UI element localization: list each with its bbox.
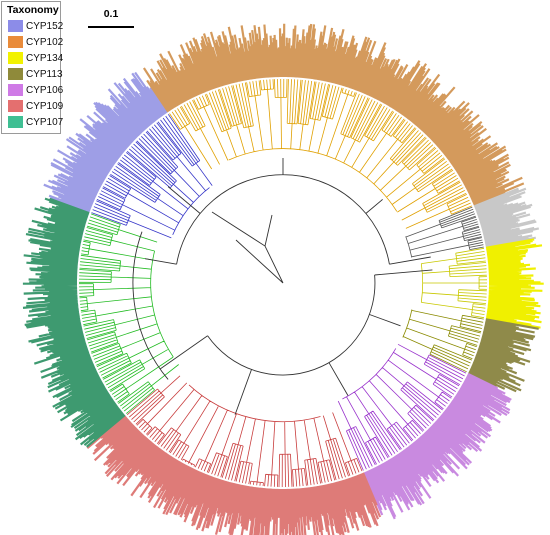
legend-item-cyp106: CYP106 bbox=[2, 82, 64, 98]
legend-swatch-cyp113 bbox=[8, 68, 23, 80]
taxonomy-legend: Taxonomy CYP152 CYP102 CYP134 CYP113 CYP… bbox=[1, 1, 64, 134]
clade-branches-cyp106 bbox=[337, 343, 467, 471]
scale-bar-label: 0.1 bbox=[103, 8, 119, 20]
legend-item-cyp109: CYP109 bbox=[2, 98, 64, 114]
clade-band-cyp106 bbox=[362, 372, 512, 520]
legend-swatch-cyp109 bbox=[8, 100, 23, 112]
tree-root-branches bbox=[132, 158, 433, 415]
scale-bar: 0.1 bbox=[88, 8, 134, 32]
clade-branches-cyp134 bbox=[420, 247, 488, 319]
legend-title: Taxonomy bbox=[7, 4, 59, 16]
legend-label-cyp152: CYP152 bbox=[26, 20, 64, 32]
legend-item-cyp152: CYP152 bbox=[2, 18, 64, 34]
clade-branches-cyp102 bbox=[169, 78, 473, 229]
legend-label-cyp107: CYP107 bbox=[26, 116, 64, 128]
legend-label-cyp113: CYP113 bbox=[26, 68, 63, 80]
legend-label-cyp106: CYP106 bbox=[26, 84, 64, 96]
clade-branches-cyp152 bbox=[91, 114, 213, 239]
clade-branches-cyp113 bbox=[402, 309, 484, 373]
legend-item-cyp113: CYP113 bbox=[2, 66, 63, 82]
scale-bar-line bbox=[88, 26, 134, 28]
legend-swatch-cyp107 bbox=[8, 116, 23, 128]
legend-item-cyp107: CYP107 bbox=[2, 114, 64, 130]
clade-branches-grey bbox=[405, 206, 484, 258]
clade-band-cyp113 bbox=[467, 318, 539, 393]
clade-band-cyp109 bbox=[86, 414, 382, 535]
legend-item-cyp134: CYP134 bbox=[2, 50, 64, 66]
clade-band-cyp152 bbox=[43, 71, 169, 214]
legend-label-cyp102: CYP102 bbox=[26, 36, 64, 48]
legend-swatch-cyp106 bbox=[8, 84, 23, 96]
clade-branches-cyp107 bbox=[78, 213, 179, 414]
legend-swatch-cyp102 bbox=[8, 36, 23, 48]
legend-swatch-cyp134 bbox=[8, 52, 23, 64]
clade-band-cyp102 bbox=[142, 23, 525, 207]
legend-label-cyp134: CYP134 bbox=[26, 52, 64, 64]
legend-item-cyp102: CYP102 bbox=[2, 34, 64, 50]
clade-branches-cyp109 bbox=[126, 375, 363, 488]
clade-band-grey bbox=[473, 187, 540, 248]
legend-swatch-cyp152 bbox=[8, 20, 23, 32]
legend-label-cyp109: CYP109 bbox=[26, 100, 64, 112]
clade-band-cyp107 bbox=[22, 197, 126, 448]
clade-band-cyp134 bbox=[485, 238, 544, 329]
